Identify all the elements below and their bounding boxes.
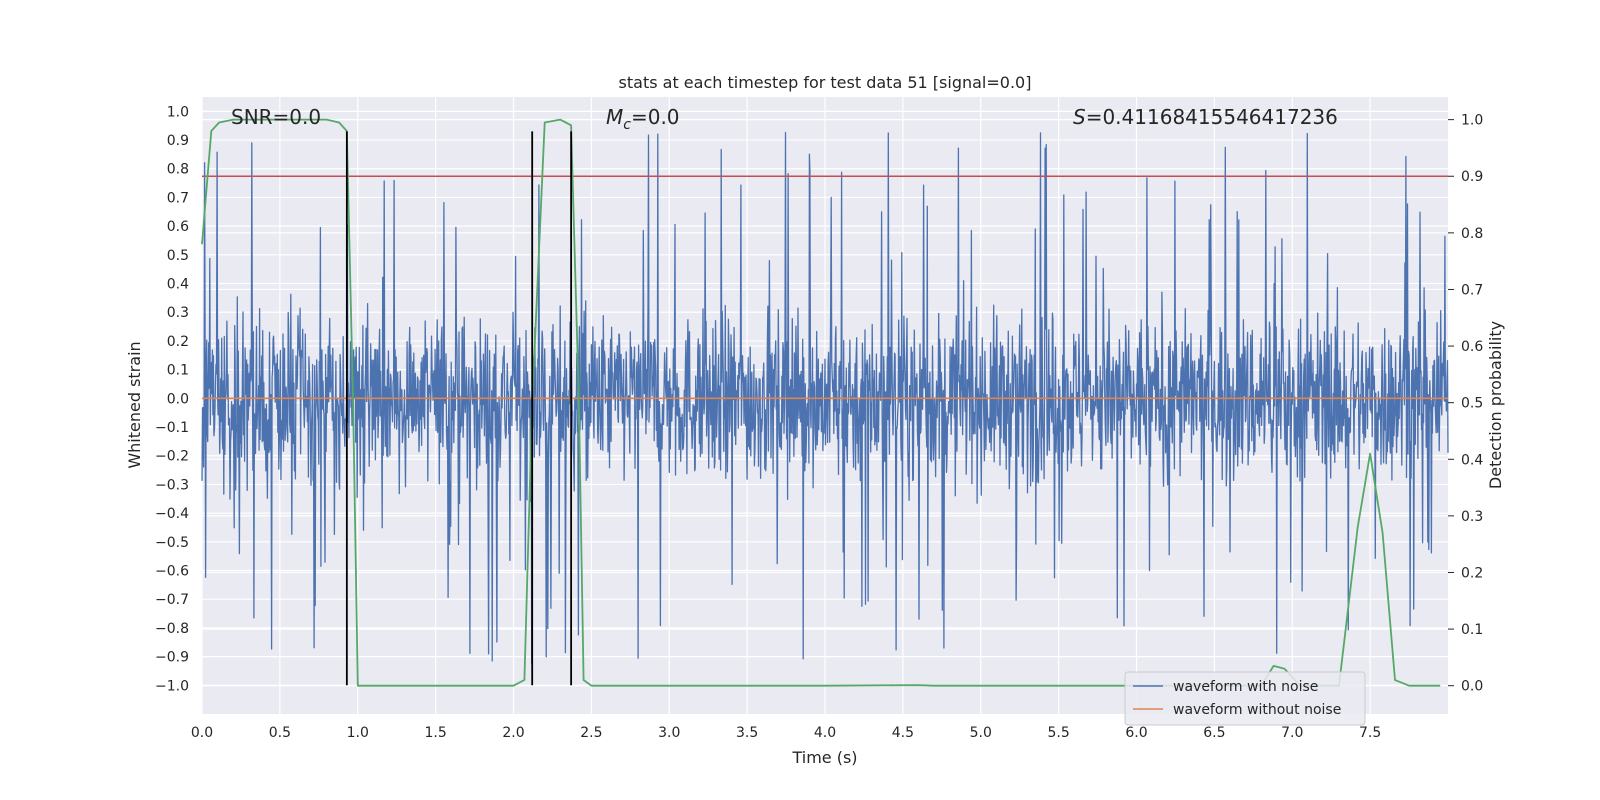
y-tick-label: −0.2 (155, 449, 189, 465)
x-tick-label: 4.5 (892, 725, 914, 741)
chart-title: stats at each timestep for test data 51 … (619, 73, 1032, 92)
y2-tick-label: 0.9 (1461, 169, 1483, 185)
axis-ticks: 0.0 0.5 1.0 1.5 2.0 2.5 3.0 3.5 4.0 4.5 5.0 5.5 6.0 6… (155, 104, 1483, 741)
y-tick-label: 0.3 (167, 305, 189, 321)
y-tick-label: −0.3 (155, 477, 189, 493)
legend-box (1124, 671, 1366, 726)
y-tick-label: 0.1 (167, 363, 189, 379)
annotation-statistic-symbol: S (1073, 105, 1086, 129)
x-tick-label: 7.5 (1359, 725, 1381, 741)
y-tick-label: −0.4 (155, 506, 189, 522)
y-tick-label: 0.4 (167, 277, 189, 293)
y-tick-label: −1.0 (155, 678, 189, 694)
y-tick-label: −0.5 (155, 535, 189, 551)
annotation-chirp-mass-subscript: c (623, 117, 631, 133)
x-tick-label: 3.0 (658, 725, 680, 741)
x-axis-label: Time (s) (791, 748, 857, 767)
x-tick-label: 1.0 (347, 725, 369, 741)
y2-tick-label: 0.6 (1461, 339, 1483, 355)
annotation-statistic: S=0.41168415546417236 (1073, 105, 1338, 129)
annotation-chirp-mass-value: =0.0 (631, 105, 680, 129)
x-tick-label: 7.0 (1281, 725, 1303, 741)
x-tick-label: 0.5 (269, 725, 291, 741)
y-tick-label: 1.0 (167, 104, 189, 120)
line-waveform-with-noise (201, 131, 1449, 665)
y-tick-label: 0.6 (167, 219, 189, 235)
annotation-snr: SNR=0.0 (231, 105, 321, 129)
y-tick-label: −0.7 (155, 592, 189, 608)
y2-tick-label: 0.2 (1461, 565, 1483, 581)
legend-label-waveform-with-noise: waveform with noise (1173, 679, 1318, 695)
y-tick-label: 0.8 (167, 162, 189, 178)
y2-tick-label: 1.0 (1461, 113, 1483, 129)
legend-label-waveform-without-noise: waveform without noise (1173, 702, 1341, 718)
y-tick-label: −0.9 (155, 650, 189, 666)
annotation-chirp-mass: Mc=0.0 (606, 105, 680, 133)
y-tick-label: −0.6 (155, 564, 189, 580)
y2-tick-label: 0.0 (1461, 679, 1483, 695)
y-tick-label: 0.9 (167, 133, 189, 149)
y2-tick-label: 0.7 (1461, 282, 1483, 298)
x-tick-label: 6.5 (1203, 725, 1225, 741)
x-tick-label: 2.0 (502, 725, 524, 741)
y2-tick-label: 0.8 (1461, 226, 1483, 242)
legend: waveform with noise waveform without noi… (1124, 671, 1366, 726)
x-tick-label: 6.0 (1125, 725, 1147, 741)
y2-tick-label: 0.1 (1461, 622, 1483, 638)
y-tick-label: 0.2 (167, 334, 189, 350)
y-tick-label: −0.8 (155, 621, 189, 637)
y2-tick-label: 0.5 (1461, 396, 1483, 412)
y-axis-label: Whitened strain (125, 341, 144, 468)
series-waveform-with-noise (201, 131, 1449, 665)
x-tick-label: 5.0 (970, 725, 992, 741)
annotation-statistic-value: =0.41168415546417236 (1086, 105, 1338, 129)
x-tick-label: 5.5 (1047, 725, 1069, 741)
y-tick-label: 0.5 (167, 248, 189, 264)
x-tick-label: 0.0 (191, 725, 213, 741)
y2-tick-label: 0.3 (1461, 509, 1483, 525)
y-tick-label: 0.7 (167, 190, 189, 206)
x-tick-label: 2.5 (580, 725, 602, 741)
x-tick-label: 3.5 (736, 725, 758, 741)
x-tick-label: 4.0 (814, 725, 836, 741)
y2-tick-label: 0.4 (1461, 452, 1483, 468)
y2-axis-label: Detection probability (1486, 321, 1505, 489)
annotation-chirp-mass-symbol: M (606, 105, 623, 129)
y-tick-label: −0.1 (155, 420, 189, 436)
x-tick-label: 1.5 (424, 725, 446, 741)
y-tick-label: 0.0 (167, 391, 189, 407)
